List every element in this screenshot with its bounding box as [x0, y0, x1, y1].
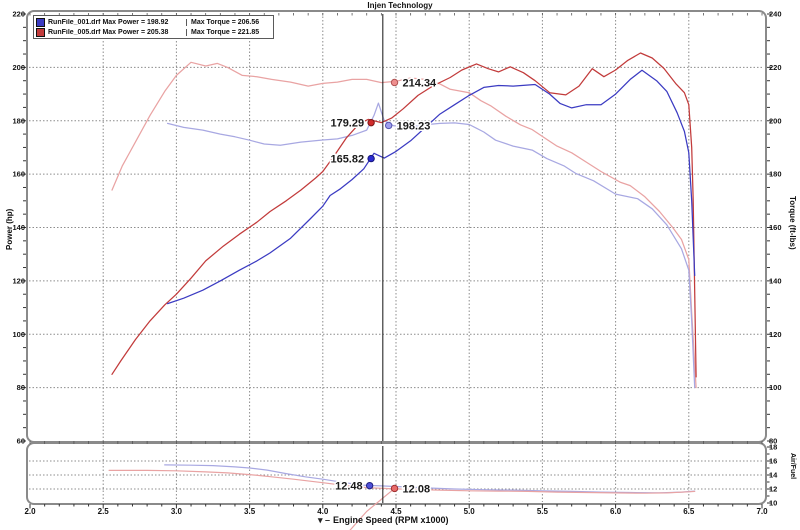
cursor-marker-blue_torque — [384, 121, 393, 130]
legend-row-runfile-001: RunFile_001.drf Max Power = 198.92 Max T… — [36, 17, 271, 27]
af-tick-label: 18 — [769, 443, 777, 452]
cursor-value-label: 165.82 — [330, 154, 364, 166]
cursor-marker-red_torque — [390, 78, 399, 87]
torque-tick-label: 120 — [769, 330, 782, 339]
x-tick-label: 2.5 — [98, 507, 110, 516]
power-tick-label: 220 — [12, 10, 25, 19]
torque-tick-label: 180 — [769, 170, 782, 179]
x-tick-label: 6.0 — [610, 507, 622, 516]
x-tick-label: 3.5 — [244, 507, 256, 516]
torque-tick-label: 160 — [769, 223, 782, 232]
torque-tick-label: 200 — [769, 116, 782, 125]
legend-runfile-005-power: RunFile_005.drf Max Power = 205.38 — [48, 28, 169, 36]
cursor-value-label: 214.34 — [403, 77, 438, 89]
cursor-marker-red_power — [367, 118, 375, 127]
power-tick-label: 160 — [12, 170, 25, 179]
power-tick-label: 140 — [12, 223, 25, 232]
runfile-001-color-swatch-icon — [36, 17, 45, 27]
cursor-value-label: 198.23 — [397, 120, 431, 132]
x-axis-title: Engine Speed (RPM x1000) — [333, 515, 449, 525]
series-blue-torque — [166, 102, 696, 389]
power-axis-label: Power (hp) — [5, 208, 14, 250]
runfile-005-color-swatch-icon — [36, 27, 45, 37]
af-tick-label: 10 — [769, 499, 777, 508]
x-tick-label: 7.0 — [756, 507, 768, 516]
power-tick-label: 120 — [12, 276, 25, 285]
cursor-marker-blue_af — [365, 481, 374, 490]
torque-axis-label: Torque (ft-lbs) — [788, 196, 797, 250]
legend-runfile-001-torque: Max Torque = 206.56 — [186, 18, 271, 26]
power-tick-label: 80 — [17, 383, 25, 392]
torque-tick-label: 220 — [769, 63, 782, 72]
cursor-value-label: 12.48 — [335, 481, 363, 493]
cursor-value-label: 12.08 — [403, 483, 431, 495]
af-tick-label: 12 — [769, 485, 777, 494]
series-blue-power — [166, 69, 696, 305]
legend-runfile-005-torque: Max Torque = 221.85 — [186, 28, 271, 36]
cursor-readout: ▾ – — [318, 515, 331, 525]
af-axis-label: Air/Fuel — [789, 453, 796, 480]
cursor-value-label: 179.29 — [330, 118, 364, 130]
power-tick-label: 200 — [12, 63, 25, 72]
series-red-torque — [111, 61, 697, 389]
af-tick-label: 14 — [769, 471, 778, 480]
af-tick-label: 16 — [769, 457, 777, 466]
torque-tick-label: 100 — [769, 383, 782, 392]
torque-tick-label: 80 — [769, 437, 777, 446]
series-red-power — [111, 52, 697, 378]
x-tick-label: 6.5 — [683, 507, 695, 516]
x-tick-label: 4.0 — [317, 507, 329, 516]
legend-runfile-001-power: RunFile_001.drf Max Power = 198.92 — [48, 18, 169, 26]
legend-row-runfile-005: RunFile_005.drf Max Power = 205.38 Max T… — [36, 27, 271, 37]
x-tick-label: 4.5 — [390, 507, 402, 516]
power-tick-label: 180 — [12, 116, 25, 125]
torque-tick-label: 140 — [769, 276, 782, 285]
x-tick-label: 2.0 — [24, 507, 36, 516]
torque-tick-label: 240 — [769, 10, 782, 19]
legend-box: RunFile_001.drf Max Power = 198.92 Max T… — [33, 15, 274, 39]
cursor-marker-blue_power — [367, 154, 375, 163]
x-tick-label: 3.0 — [171, 507, 183, 516]
chart-title: Injen Technology — [367, 1, 433, 10]
x-tick-label: 5.0 — [464, 507, 476, 516]
x-tick-label: 5.5 — [537, 507, 549, 516]
series-red-af — [108, 469, 696, 494]
power-tick-label: 60 — [17, 437, 25, 446]
power-tick-label: 100 — [12, 330, 25, 339]
cursor-marker-red_af — [390, 484, 399, 493]
af-glitch-line — [349, 487, 395, 530]
